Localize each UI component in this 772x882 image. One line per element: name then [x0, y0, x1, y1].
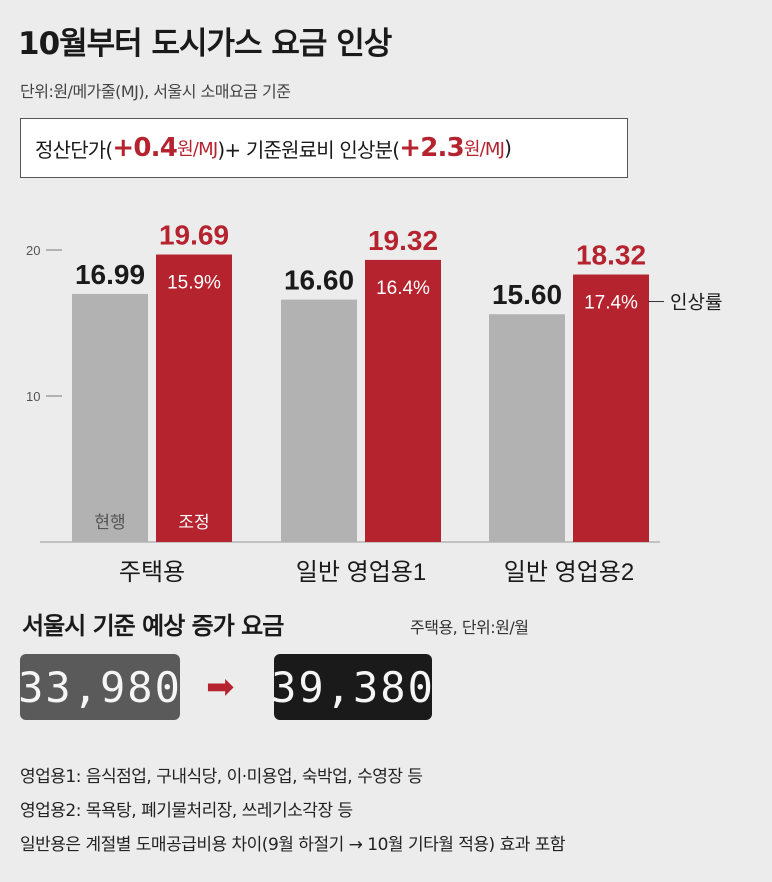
- new-fee-display: 39,380: [271, 654, 433, 720]
- legend-adjusted: 조정: [178, 513, 209, 532]
- value-label-adjusted: 18.32: [576, 240, 646, 271]
- increase-rate-label: 15.9%: [167, 273, 221, 294]
- settlement-price-value: +0.4: [112, 133, 178, 163]
- note-business-1: 영업용1: 음식점업, 구내식당, 이·미용업, 숙박업, 수영장 등: [20, 767, 423, 787]
- increase-rate-annotation: 인상률: [670, 292, 722, 314]
- estimate-subtitle: 주택용, 단위:원/월: [410, 618, 529, 637]
- current-fee-display: 33,980: [18, 654, 180, 720]
- value-label-current: 15.60: [492, 279, 562, 310]
- value-label-adjusted: 19.69: [159, 220, 229, 251]
- bar-current: [489, 314, 565, 542]
- page-title: 10월부터 도시가스 요금 인상: [18, 26, 392, 62]
- arrow-right-icon: ➡: [206, 667, 235, 707]
- settlement-price-unit: 원/MJ: [177, 139, 218, 160]
- increase-rate-label: 17.4%: [584, 293, 638, 314]
- value-label-current: 16.60: [284, 265, 354, 296]
- info-box: 정산단가( +0.4 원/MJ )+ 기준원료비 인상분( +2.3 원/MJ …: [20, 118, 628, 178]
- estimate-title: 서울시 기준 예상 증가 요금: [22, 612, 284, 640]
- value-label-current: 16.99: [75, 259, 145, 290]
- y-tick-label: 20: [26, 243, 40, 258]
- increase-rate-label: 16.4%: [376, 278, 430, 299]
- category-label: 일반 영업용2: [504, 559, 634, 586]
- value-label-adjusted: 19.32: [368, 225, 438, 256]
- category-label: 일반 영업용1: [296, 559, 426, 586]
- bar-chart: 10 20 16.99 19.69 15.9% 주택용 16.60 19.32 16.4% 일반 …: [26, 220, 722, 586]
- category-label: 주택용: [119, 559, 185, 586]
- bar-adjusted: [573, 274, 649, 542]
- note-general: 일반용은 계절별 도매공급비용 차이(9월 하절기 → 10월 기타월 적용) …: [20, 835, 566, 855]
- bar-current: [281, 299, 357, 542]
- base-cost-value: +2.3: [399, 133, 464, 163]
- legend-current: 현행: [94, 513, 125, 532]
- info-text-3: ): [504, 136, 512, 160]
- info-text-1: 정산단가(: [35, 137, 113, 162]
- base-cost-unit: 원/MJ: [463, 139, 505, 160]
- y-tick-label: 10: [26, 389, 40, 404]
- note-business-2: 영업용2: 목욕탕, 폐기물처리장, 쓰레기소각장 등: [20, 801, 353, 821]
- unit-note: 단위:원/메가줄(MJ), 서울시 소매요금 기준: [20, 82, 291, 101]
- bar-adjusted: [365, 259, 441, 542]
- info-text-2: )+ 기준원료비 인상분(: [217, 137, 400, 162]
- bar-current: [72, 293, 148, 542]
- bar-adjusted: [156, 254, 232, 542]
